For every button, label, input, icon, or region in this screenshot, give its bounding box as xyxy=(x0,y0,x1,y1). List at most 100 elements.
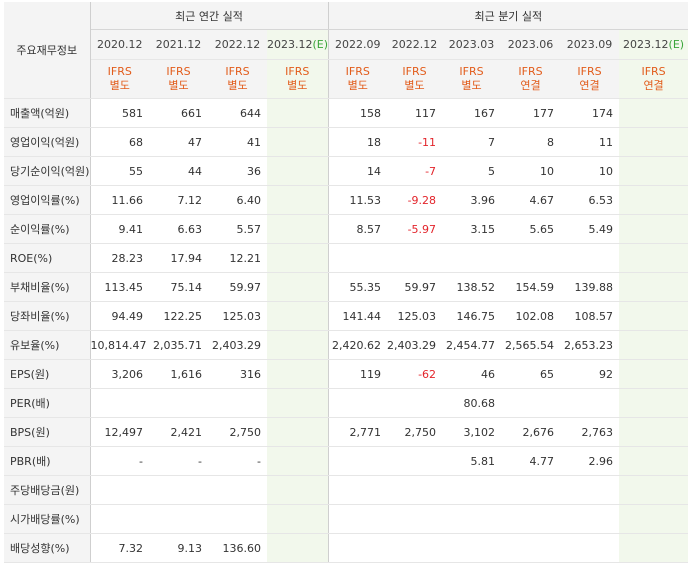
table-cell: 8 xyxy=(501,127,561,157)
table-cell: 36 xyxy=(208,156,267,186)
table-cell xyxy=(267,359,329,389)
table-cell: -7 xyxy=(387,156,443,186)
table-cell xyxy=(619,475,689,505)
table-cell: - xyxy=(208,446,267,476)
table-cell: 3,102 xyxy=(442,417,502,447)
table-cell xyxy=(619,533,689,563)
table-cell: 47 xyxy=(149,127,208,157)
table-row: 당기순이익(억원) 55 44 36 14 -7 5 10 10 xyxy=(4,156,689,186)
table-cell xyxy=(619,156,689,186)
table-cell: 102.08 xyxy=(501,301,561,331)
table-cell: 316 xyxy=(208,359,267,389)
row-label: 시가배당률(%) xyxy=(4,504,91,534)
table-cell: 2,750 xyxy=(208,417,267,447)
table-cell: 6.40 xyxy=(208,185,267,215)
table-cell: 141.44 xyxy=(327,301,388,331)
table-cell xyxy=(619,127,689,157)
estimate-mark: (E) xyxy=(668,38,685,51)
table-cell: 146.75 xyxy=(442,301,502,331)
table-cell: 2,403.29 xyxy=(387,330,443,360)
table-cell xyxy=(387,504,443,534)
table-cell xyxy=(90,388,149,418)
row-label: PER(배) xyxy=(4,388,91,418)
standard-scope: 별도 xyxy=(287,79,308,92)
table-cell: 28.23 xyxy=(90,243,149,273)
table-cell xyxy=(501,533,561,563)
row-label: 영업이익률(%) xyxy=(4,185,91,215)
period-header: 2023.09 xyxy=(560,29,620,60)
accounting-standard: IFRS 연결 xyxy=(501,59,561,99)
table-cell: 158 xyxy=(327,98,388,128)
period-header: 2020.12 xyxy=(90,29,149,60)
table-cell xyxy=(267,127,329,157)
period-label: 2023.12 xyxy=(267,38,313,51)
table-cell: 5.81 xyxy=(442,446,502,476)
accounting-standard: IFRS 별도 xyxy=(442,59,502,99)
table-cell: 2,750 xyxy=(387,417,443,447)
table-cell: 68 xyxy=(90,127,149,157)
table-row: BPS(원) 12,497 2,421 2,750 2,771 2,750 3,102 2,6… xyxy=(4,417,689,447)
table-cell: 119 xyxy=(327,359,388,389)
standard-name: IFRS xyxy=(285,65,310,78)
table-cell: 14 xyxy=(327,156,388,186)
table-cell: 5.49 xyxy=(560,214,620,244)
estimate-mark: (E) xyxy=(312,38,329,51)
row-label: 주당배당금(원) xyxy=(4,475,91,505)
table-cell: 59.97 xyxy=(208,272,267,302)
table-row: 주당배당금(원) xyxy=(4,475,689,505)
table-cell: 10 xyxy=(501,156,561,186)
table-cell: 2,565.54 xyxy=(501,330,561,360)
row-label: 당좌비율(%) xyxy=(4,301,91,331)
table-cell xyxy=(560,504,620,534)
period-header: 2021.12 xyxy=(149,29,208,60)
row-label: 매출액(억원) xyxy=(4,98,91,128)
table-cell: 177 xyxy=(501,98,561,128)
period-label: 2023.06 xyxy=(507,38,554,51)
accounting-standard: IFRS 연결 xyxy=(619,59,689,99)
table-cell: 139.88 xyxy=(560,272,620,302)
period-label: 2022.12 xyxy=(214,38,261,51)
table-cell: 2,420.62 xyxy=(327,330,388,360)
table-row: PER(배) 80.68 xyxy=(4,388,689,418)
table-cell: 9.13 xyxy=(149,533,208,563)
row-label: 순이익률(%) xyxy=(4,214,91,244)
table-cell xyxy=(267,330,329,360)
table-cell: 125.03 xyxy=(387,301,443,331)
table-cell: 2,771 xyxy=(327,417,388,447)
accounting-standard: IFRS 연결 xyxy=(560,59,620,99)
table-cell: 5 xyxy=(442,156,502,186)
standard-name: IFRS xyxy=(641,65,666,78)
table-cell xyxy=(267,475,329,505)
table-row: 매출액(억원) 581 661 644 158 117 167 177 174 xyxy=(4,98,689,128)
table-cell xyxy=(267,446,329,476)
row-label: 당기순이익(억원) xyxy=(4,156,91,186)
table-cell xyxy=(619,446,689,476)
table-cell: 6.53 xyxy=(560,185,620,215)
table-cell: 5.57 xyxy=(208,214,267,244)
table-cell xyxy=(149,388,208,418)
standard-name: IFRS xyxy=(459,65,484,78)
table-cell xyxy=(501,475,561,505)
table-cell xyxy=(619,388,689,418)
table-cell xyxy=(267,98,329,128)
accounting-standard: IFRS 별도 xyxy=(387,59,443,99)
table-cell xyxy=(267,533,329,563)
table-cell xyxy=(267,243,329,273)
table-cell: 2,454.77 xyxy=(442,330,502,360)
standard-name: IFRS xyxy=(518,65,543,78)
table-cell xyxy=(619,98,689,128)
table-cell xyxy=(267,214,329,244)
period-header: 2023.12(E) xyxy=(619,29,689,60)
standard-scope: 별도 xyxy=(347,79,368,92)
table-cell: 125.03 xyxy=(208,301,267,331)
table-cell: 92 xyxy=(560,359,620,389)
table-cell xyxy=(619,272,689,302)
table-cell xyxy=(90,504,149,534)
table-cell: 7 xyxy=(442,127,502,157)
table-cell xyxy=(387,446,443,476)
table-cell xyxy=(327,243,388,273)
table-cell xyxy=(619,417,689,447)
quarterly-group-header: 최근 분기 실적 xyxy=(327,2,689,30)
row-label: PBR(배) xyxy=(4,446,91,476)
table-cell xyxy=(560,243,620,273)
